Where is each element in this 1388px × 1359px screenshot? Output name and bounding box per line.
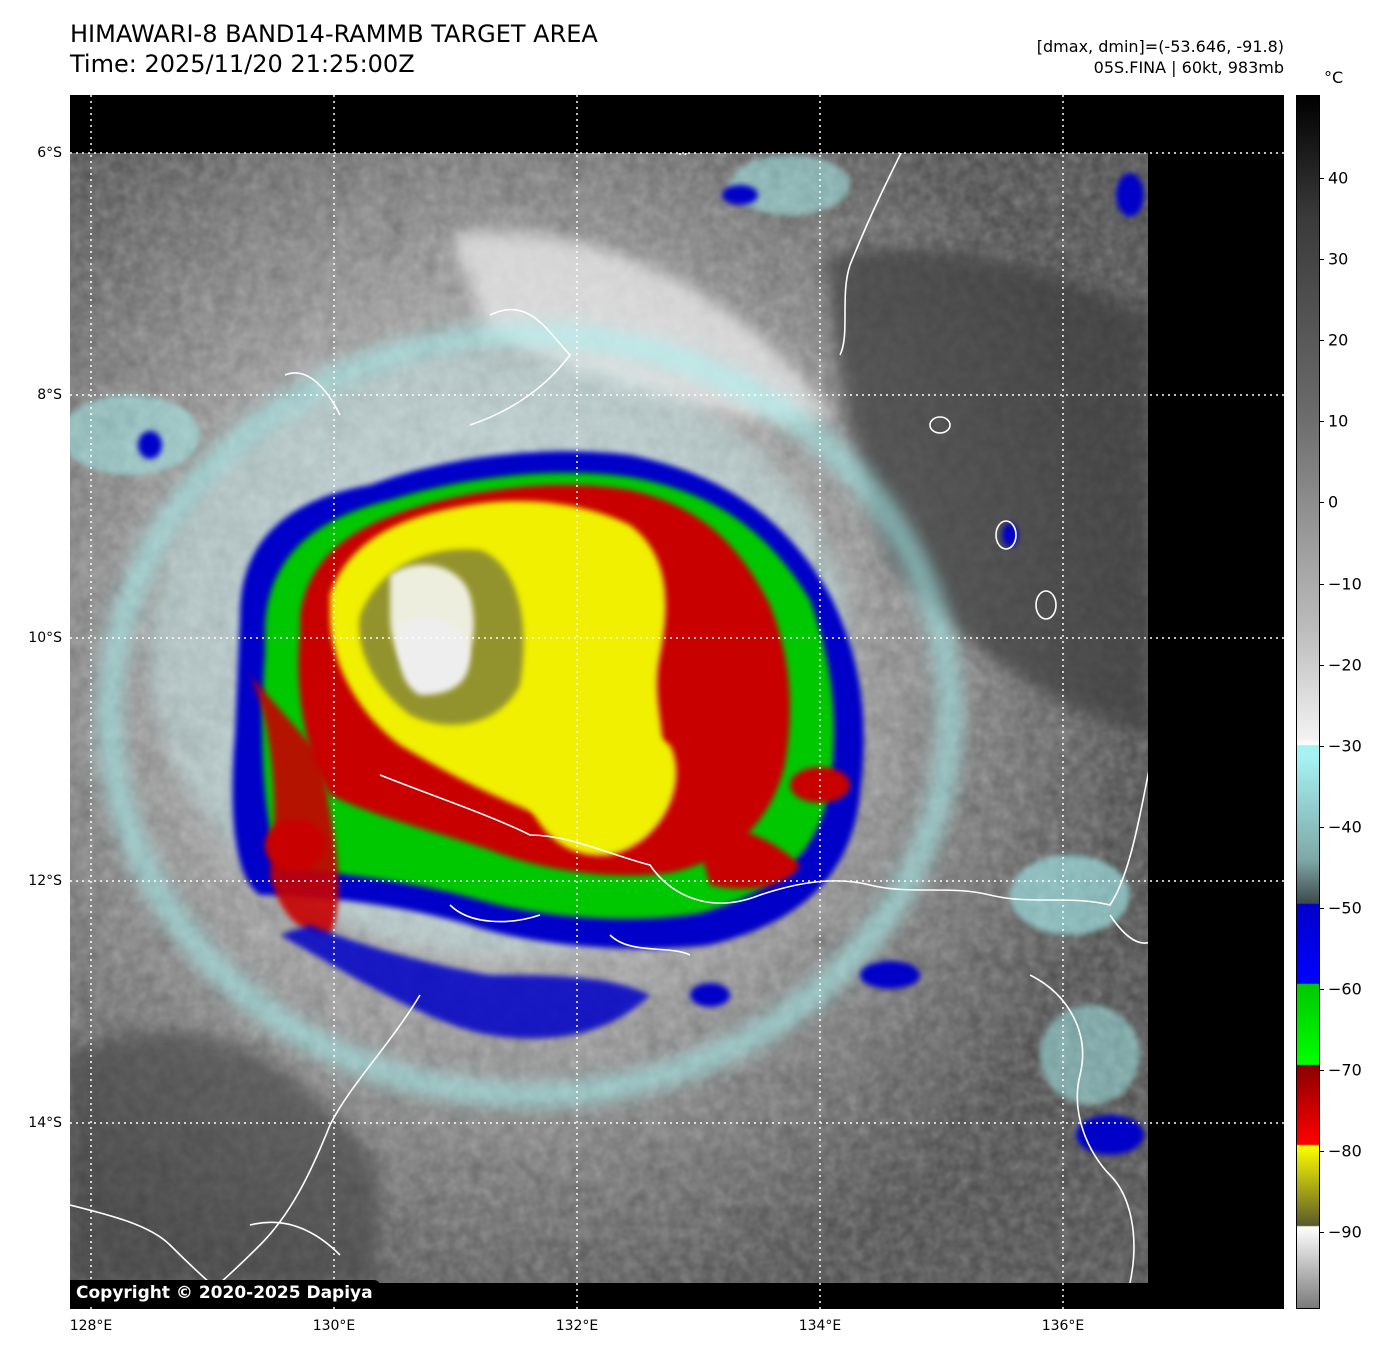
colorbar-tick-mark [1320, 1151, 1324, 1153]
colorbar-tick-label: 40 [1328, 168, 1349, 188]
lat-label-12s: 12°S [28, 873, 62, 889]
lat-label-8s: 8°S [37, 387, 62, 403]
image-timestamp: Time: 2025/11/20 21:25:00Z [70, 50, 415, 78]
colorbar-tick-mark [1320, 826, 1324, 828]
colorbar-tick-label: −90 [1328, 1222, 1362, 1242]
colorbar-tick-label: −20 [1328, 655, 1362, 675]
colorbar-tick-mark [1320, 178, 1324, 179]
colorbar-unit: °C [1324, 68, 1344, 87]
colorbar-tick-label: −10 [1328, 574, 1362, 593]
colorbar-tick-label: 20 [1328, 330, 1349, 350]
colorbar-tick-mark [1320, 1232, 1324, 1234]
lon-label-132e: 132°E [555, 1318, 599, 1334]
colorbar-tick-mark [1320, 907, 1324, 909]
lat-label-10s: 10°S [28, 630, 62, 646]
colorbar [1296, 95, 1320, 1309]
lon-label-130e: 130°E [312, 1318, 356, 1334]
colorbar-tick-label: 30 [1328, 249, 1349, 269]
colorbar-tick-mark [1320, 989, 1324, 990]
no-data-north [70, 95, 1148, 153]
storm-convection [138, 173, 1144, 1155]
colorbar-tick-label: −30 [1328, 736, 1362, 756]
colorbar-tick-label: −80 [1328, 1141, 1362, 1161]
colorbar-tick-mark [1320, 259, 1324, 261]
gridlines [70, 95, 1284, 1309]
colorbar-tick-label: −70 [1328, 1060, 1362, 1080]
no-data-east [1148, 95, 1284, 1309]
lon-label-128e: 128°E [69, 1318, 113, 1334]
colorbar-tick-label: −40 [1328, 817, 1362, 837]
colorbar-tick-mark [1320, 421, 1324, 423]
colorbar-tick-label: −60 [1328, 979, 1362, 999]
colorbar-tick-label: −50 [1328, 898, 1362, 918]
colorbar-tick-mark [1320, 583, 1324, 585]
image-title: HIMAWARI-8 BAND14-RAMMB TARGET AREA [70, 20, 598, 48]
satellite-imagery [70, 95, 1284, 1309]
copyright-notice: Copyright © 2020-2025 Dapiya [70, 1280, 380, 1307]
colorbar-tick-mark [1320, 340, 1324, 342]
lat-label-6s: 6°S [37, 145, 62, 161]
lon-label-136e: 136°E [1041, 1318, 1085, 1334]
colorbar-tick-mark [1320, 664, 1324, 666]
lat-label-14s: 14°S [28, 1115, 62, 1131]
satellite-image [70, 95, 1284, 1309]
colorbar-tick-mark [1320, 1070, 1324, 1072]
storm-info: 05S.FINA | 60kt, 983mb [1093, 58, 1284, 77]
colorbar-tick-mark [1320, 745, 1324, 747]
dmax-dmin-readout: [dmax, dmin]=(-53.646, -91.8) [1036, 37, 1284, 56]
colorbar-tick-mark [1320, 502, 1324, 504]
colorbar-tick-label: 10 [1328, 411, 1349, 431]
colorbar-tick-label: 0 [1328, 492, 1339, 512]
lon-label-134e: 134°E [798, 1318, 842, 1334]
